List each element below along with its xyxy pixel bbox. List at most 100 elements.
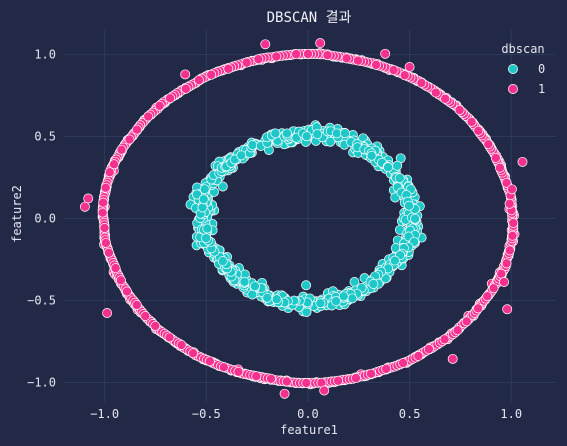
scatter-point-cluster-1 (180, 69, 191, 80)
scatter-point-cluster-0 (331, 128, 342, 139)
scatter-point-cluster-0 (389, 255, 400, 266)
scatter-point-cluster-0 (392, 160, 403, 171)
scatter-point-cluster-1 (110, 263, 121, 274)
scatter-point-cluster-0 (236, 150, 247, 161)
scatter-point-cluster-1 (223, 63, 234, 74)
scatter-point-cluster-1 (279, 388, 290, 399)
scatter-point-cluster-1 (176, 340, 187, 350)
scatter-point-cluster-0 (325, 136, 336, 147)
scatter-point-cluster-1 (122, 286, 132, 297)
scatter-point-cluster-1 (461, 316, 472, 327)
scatter-point-cluster-1 (109, 159, 119, 170)
scatter-point-cluster-1 (508, 218, 519, 228)
scatter-point-cluster-1 (301, 378, 312, 388)
scatter-point-cluster-0 (404, 200, 414, 211)
x-tick-label: −0.5 (192, 407, 221, 421)
scatter-point-cluster-1 (494, 162, 505, 173)
scatter-point-cluster-0 (282, 128, 292, 139)
y-tick-label: −0.5 (27, 293, 56, 307)
scatter-point-cluster-1 (499, 277, 509, 287)
y-tick-label: −1.0 (27, 375, 56, 389)
scatter-point-cluster-1 (206, 69, 217, 80)
scatter-point-cluster-1 (473, 303, 484, 314)
scatter-point-cluster-1 (188, 348, 199, 359)
scatter-point-cluster-1 (440, 93, 451, 104)
scatter-point-cluster-1 (496, 268, 507, 279)
y-tick-labels: −1.0 −0.5 0.0 0.5 1.0 (27, 48, 56, 390)
scatter-point-cluster-1 (501, 258, 512, 269)
scatter-point-cluster-0 (247, 140, 258, 150)
scatter-point-cluster-1 (100, 237, 111, 248)
scatter-point-cluster-1 (483, 139, 494, 150)
scatter-point-cluster-1 (164, 332, 175, 343)
scatter-point-cluster-1 (233, 366, 244, 377)
scatter-point-cluster-1 (319, 385, 330, 396)
scatter-point-cluster-1 (281, 376, 292, 387)
scatter-point-cluster-1 (98, 197, 109, 208)
scatter-point-cluster-0 (217, 181, 228, 192)
scatter-point-cluster-0 (340, 128, 350, 139)
scatter-point-cluster-1 (447, 353, 458, 364)
scatter-points (79, 38, 528, 399)
scatter-point-cluster-1 (504, 245, 515, 256)
scatter-point-cluster-1 (350, 373, 361, 384)
scatter-point-cluster-1 (341, 53, 352, 64)
legend-label-0: 0 (538, 62, 545, 76)
legend-title: dbscan (501, 42, 544, 56)
scatter-point-cluster-1 (380, 48, 391, 59)
scatter-point-cluster-1 (291, 49, 302, 60)
scatter-point-cluster-0 (217, 256, 228, 267)
legend: dbscan 0 1 (501, 42, 545, 96)
scatter-point-cluster-0 (270, 128, 281, 139)
scatter-point-cluster-0 (394, 173, 405, 184)
scatter-point-cluster-1 (466, 116, 477, 127)
scatter-point-cluster-1 (218, 362, 229, 373)
scatter-point-cluster-1 (381, 363, 392, 374)
y-axis-label: feature2 (10, 185, 24, 243)
scatter-point-cluster-0 (239, 276, 250, 287)
scatter-point-cluster-1 (507, 230, 518, 241)
scatter-point-cluster-1 (194, 75, 204, 86)
x-tick-label: 1.0 (500, 407, 522, 421)
scatter-point-cluster-1 (353, 55, 363, 66)
grid-lines (64, 30, 556, 402)
scatter-point-cluster-1 (140, 311, 151, 322)
scatter-point-cluster-1 (439, 334, 450, 345)
scatter-point-cluster-1 (398, 358, 409, 368)
scatter-point-cluster-1 (83, 193, 94, 204)
scatter-point-cluster-0 (368, 279, 379, 289)
y-tick-label: 0.5 (34, 130, 56, 144)
scatter-point-cluster-1 (271, 51, 282, 62)
scatter-point-cluster-1 (473, 125, 484, 136)
scatter-point-cluster-0 (247, 289, 258, 300)
scatter-point-cluster-0 (199, 184, 210, 195)
scatter-point-cluster-0 (347, 293, 358, 304)
scatter-point-cluster-1 (154, 100, 165, 111)
scatter-point-cluster-1 (253, 54, 264, 65)
scatter-point-cluster-1 (388, 65, 399, 76)
scatter-point-cluster-1 (404, 62, 415, 72)
scatter-point-cluster-1 (488, 283, 499, 294)
scatter-point-cluster-1 (517, 156, 528, 167)
scatter-point-cluster-1 (100, 182, 111, 193)
scatter-point-cluster-1 (131, 300, 142, 310)
scatter-point-cluster-1 (322, 50, 333, 61)
scatter-point-cluster-0 (192, 189, 202, 200)
scatter-point-cluster-1 (333, 375, 344, 386)
scatter-point-cluster-1 (413, 351, 424, 361)
scatter-point-cluster-1 (104, 167, 115, 178)
scatter-point-cluster-1 (143, 111, 154, 122)
scatter-point-cluster-1 (260, 39, 271, 50)
scatter-point-cluster-0 (331, 296, 341, 307)
scatter-point-cluster-1 (371, 59, 382, 70)
scatter-point-cluster-1 (504, 198, 515, 209)
scatter-point-cluster-0 (262, 292, 273, 303)
scatter-point-cluster-0 (366, 150, 377, 161)
scatter-point-cluster-0 (301, 131, 312, 142)
scatter-point-cluster-1 (241, 57, 252, 68)
scatter-point-cluster-0 (197, 202, 208, 213)
scatter-point-cluster-0 (338, 291, 349, 302)
scatter-point-cluster-1 (452, 325, 463, 336)
scatter-point-cluster-1 (502, 304, 513, 315)
scatter-point-cluster-1 (251, 371, 262, 382)
